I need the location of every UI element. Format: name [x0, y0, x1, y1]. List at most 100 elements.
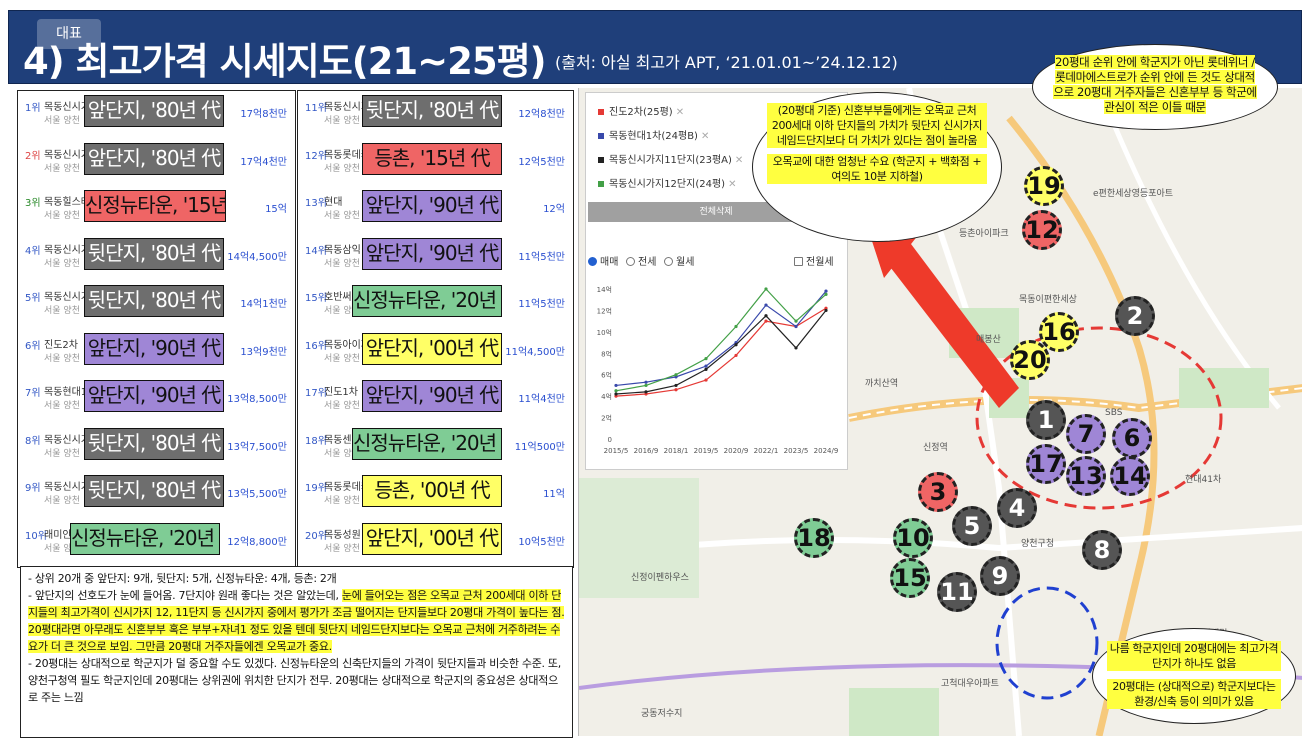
complex-name: 목동신시가지9단지 — [44, 431, 124, 446]
header-tag[interactable]: 대표 — [37, 19, 101, 49]
ranking-row[interactable]: 13위 현대 서울 양천 12억 앞단지, '90년 代 — [298, 186, 573, 233]
rank-badge[interactable]: 17 — [1026, 444, 1066, 484]
remove-icon[interactable]: ✕ — [675, 107, 685, 118]
rent-checkbox[interactable]: 전월세 — [794, 253, 834, 268]
bubble-center: (20평대 기준) 신혼부부들에게는 오목교 근처 200세대 이하 단지들의 … — [752, 92, 1002, 242]
series-point — [794, 346, 798, 350]
rank-badge[interactable]: 14 — [1110, 456, 1150, 496]
rank-badge[interactable]: 19 — [1024, 166, 1064, 206]
bubble-top-right: 20평대 순위 안에 학군지가 아닌 롯데위너 / 롯데마에스트로가 순위 안에… — [1032, 44, 1278, 130]
map-place-label: 매봉산 — [976, 335, 1001, 345]
ranking-row[interactable]: 16위 목동아이파크 서울 양천 11억4,500만 앞단지, '00년 代 — [298, 329, 573, 376]
y-tick-label: 8억 — [601, 350, 612, 358]
radio-dot-icon — [664, 257, 673, 266]
radio-monthly[interactable]: 월세 — [664, 253, 694, 268]
rank-badge[interactable]: 6 — [1112, 418, 1152, 458]
remove-icon[interactable]: ✕ — [728, 179, 737, 190]
ranking-row[interactable]: 12위 목동롯데캐슬위너 서울 양천 12억5천만 등촌, '15년 代 — [298, 139, 573, 186]
complex-category-label: 앞단지, '80년 代 — [84, 95, 224, 127]
rank-number: 1위 — [25, 103, 41, 114]
rank-number: 20위 — [305, 530, 327, 542]
series-point — [704, 367, 708, 371]
max-price: 11억5천만 — [518, 251, 565, 263]
rank-badge[interactable]: 18 — [794, 518, 834, 558]
ranking-row[interactable]: 2위목동신시가지7단지서울 양천 17억4천만 앞단지, '80년 代 — [18, 139, 295, 186]
rank-badge[interactable]: 13 — [1066, 456, 1106, 496]
rank-badge[interactable]: 7 — [1066, 414, 1106, 454]
series-point — [764, 303, 768, 307]
rank-badge[interactable]: 4 — [997, 488, 1037, 528]
rank-badge[interactable]: 20 — [1010, 340, 1050, 380]
max-price: 14억4,500만 — [227, 251, 287, 263]
complex-category-label: 앞단지, '00년 代 — [362, 522, 502, 555]
legend-item[interactable]: 진도2차(25평) ✕ — [598, 103, 684, 118]
series-point — [674, 383, 678, 388]
rank-badge[interactable]: 8 — [1082, 530, 1122, 570]
rank-badge[interactable]: 15 — [890, 558, 930, 598]
y-tick-label: 2억 — [601, 415, 612, 423]
max-price: 11억4천만 — [518, 394, 565, 405]
complex-category-label: 앞단지, '00년 代 — [362, 332, 502, 365]
series-point — [734, 343, 738, 347]
radio-sale[interactable]: 매매 — [588, 253, 618, 268]
complex-category-label: 앞단지, '80년 代 — [84, 142, 224, 175]
rank-badge[interactable]: 10 — [893, 518, 933, 558]
note-front-complex: - 앞단지의 선호도가 눈에 들어옴. 7단지야 원래 좋다는 것은 알았는데,… — [28, 587, 565, 655]
map-place-label: 궁동저수지 — [641, 709, 683, 719]
remove-icon[interactable]: ✕ — [700, 131, 710, 142]
ranking-row[interactable]: 15위호반써밋목동서울 양천 11억5천만 신정뉴타운, '20년 代 — [298, 281, 573, 328]
rank-number: 8위 — [25, 435, 41, 447]
radio-monthly-label: 월세 — [676, 257, 695, 268]
map-place-label: SBS — [1105, 408, 1123, 418]
ranking-row[interactable]: 7위 목동현대1차 서울 양천 13억8,500만 앞단지, '90년 代 — [18, 376, 295, 423]
source-note: (출처: 아실 최고가 APT, ‘21.01.01~’24.12.12) — [555, 53, 898, 72]
max-price: 12억5천만 — [518, 156, 565, 168]
radio-jeonse[interactable]: 전세 — [626, 253, 656, 268]
legend-item[interactable]: 목동신시가지12단지(24평) ✕ — [598, 175, 736, 190]
legend-item[interactable]: 목동현대1차(24평B) ✕ — [598, 127, 709, 142]
max-price: 13억9천만 — [240, 346, 287, 358]
checkbox-icon — [794, 257, 803, 266]
complex-name: 진도1차 — [324, 387, 358, 398]
x-tick-label: 2016/9 — [634, 447, 659, 455]
rank-badge[interactable]: 12 — [1022, 210, 1062, 250]
series-point — [734, 324, 738, 329]
radio-dot-icon — [626, 257, 635, 266]
x-tick-label: 2024/9 — [814, 447, 839, 455]
legend-swatch — [598, 157, 604, 163]
rank-badge[interactable]: 1 — [1026, 400, 1066, 440]
rank-badge[interactable]: 11 — [937, 572, 977, 612]
ranking-row[interactable]: 6위 진도2차 서울 양천 13억9천만 앞단지, '90년 代 — [18, 329, 295, 376]
complex-location: 서울 양천 — [44, 496, 80, 506]
complex-name: 목동아이파크 — [324, 339, 380, 351]
ranking-row[interactable]: 14위 목동삼익 서울 양천 11억5천만 앞단지, '90년 代 — [298, 234, 573, 281]
rank-badge[interactable]: 16 — [1039, 312, 1079, 352]
legend-item[interactable]: 목동신시가지11단지(23평A) ✕ — [598, 151, 743, 166]
legend-swatch — [598, 109, 604, 115]
rank-badge[interactable]: 2 — [1115, 296, 1155, 336]
rank-badge[interactable]: 9 — [980, 556, 1020, 596]
slide-header: 4) 최고가격 시세지도(21~25평) 대표 (출처: 아실 최고가 APT,… — [8, 10, 1302, 84]
complex-name: 목동신시가지7단지 — [44, 146, 124, 161]
ranking-row[interactable]: 17위 진도1차 서울 양천 11억4천만 앞단지, '90년 代 — [298, 376, 573, 423]
ranking-row[interactable]: 20위 목동성원 서울 양천 10억5천만 앞단지, '00년 代 — [298, 519, 573, 566]
map-place-label: 현대41차 — [1185, 475, 1222, 485]
radio-jeonse-label: 전세 — [638, 257, 657, 268]
series-point — [704, 364, 708, 368]
map-place-label: 까치산역 — [865, 379, 899, 389]
series-point — [614, 389, 618, 393]
remove-icon[interactable]: ✕ — [734, 155, 744, 166]
rank-badge[interactable]: 3 — [918, 472, 958, 512]
rank-badge[interactable]: 5 — [952, 506, 992, 546]
